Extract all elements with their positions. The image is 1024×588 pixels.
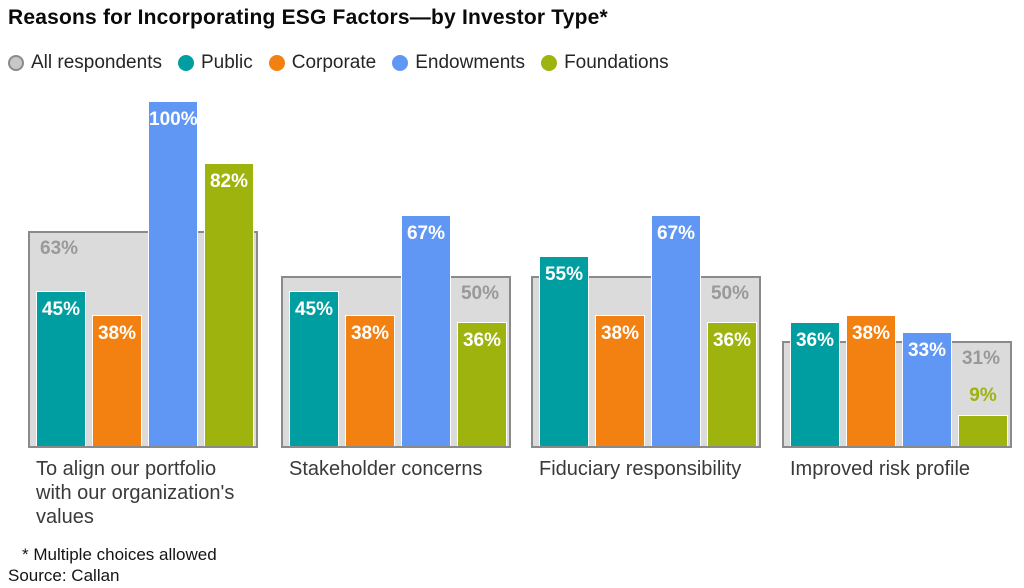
foundations-bar — [958, 414, 1008, 446]
foundations-bar: 82% — [204, 163, 254, 446]
bar-value-label: 9% — [969, 384, 997, 406]
bar-value-label: 55% — [544, 264, 584, 286]
foundations-legend-dot-icon — [541, 55, 558, 71]
endowments-bar: 67% — [651, 214, 701, 446]
bar-value-label: 100% — [149, 109, 198, 130]
legend-label-public: Public — [200, 52, 253, 73]
bar-value-label: 67% — [656, 222, 696, 244]
bar-value-label: 36% — [462, 329, 502, 351]
bar-value-label: 82% — [209, 171, 249, 193]
corporate-bar: 38% — [92, 314, 142, 446]
endowments-legend-dot-icon — [392, 55, 409, 71]
bar-value-label: 38% — [600, 322, 640, 344]
chart-title: Reasons for Incorporating ESG Factors—by… — [8, 6, 608, 29]
bar-value-label: 36% — [795, 329, 835, 351]
bar-value-label: 45% — [41, 298, 81, 320]
bar-value-label: 45% — [294, 298, 334, 320]
corporate-bar: 38% — [595, 314, 645, 446]
source: Source: Callan — [8, 566, 120, 585]
all-respondents-legend-dot-icon — [8, 55, 24, 71]
public-legend-dot-icon — [177, 55, 194, 71]
legend-label-foundations: Foundations — [564, 52, 669, 73]
all-respondents-value-label: 50% — [710, 282, 749, 304]
all-respondents-value-label: 50% — [460, 282, 499, 304]
bar-value-label: 38% — [97, 322, 137, 344]
corporate-bar: 38% — [846, 314, 896, 446]
bar-value-label: 38% — [851, 322, 891, 344]
category-label: Improved risk profile — [790, 458, 971, 480]
legend-label-corporate: Corporate — [291, 52, 377, 73]
legend-item-corporate: Corporate — [268, 52, 377, 74]
footnote: * Multiple choices allowed — [22, 545, 217, 564]
category-label: To align our portfolio with our organiza… — [36, 458, 235, 528]
foundations-bar: 36% — [707, 321, 757, 446]
endowments-bar: 33% — [902, 332, 952, 446]
public-bar: 36% — [790, 321, 840, 446]
corporate-bar: 38% — [345, 314, 395, 446]
public-bar: 55% — [539, 256, 589, 447]
public-bar: 45% — [36, 290, 86, 447]
bar-value-label: 38% — [350, 322, 390, 344]
bar-value-label: 67% — [406, 222, 446, 244]
category-label: Fiduciary responsibility — [539, 458, 742, 480]
all-respondents-value-label: 31% — [961, 348, 1000, 370]
legend-label-all-respondents: All respondents — [31, 52, 162, 73]
bar-value-label: 36% — [712, 329, 752, 351]
all-respondents-value-label: 63% — [40, 237, 79, 259]
legend-item-all-respondents: All respondents — [8, 52, 162, 74]
endowments-bar: 100% — [148, 101, 198, 446]
category-label: Stakeholder concerns — [289, 458, 483, 480]
legend-item-endowments: Endowments — [392, 52, 525, 74]
footnotes: * Multiple choices allowed Source: Calla… — [8, 544, 217, 586]
public-bar: 45% — [289, 290, 339, 447]
bar-value-label: 33% — [907, 340, 947, 362]
legend-item-foundations: Foundations — [541, 52, 669, 74]
legend-item-public: Public — [177, 52, 253, 74]
corporate-legend-dot-icon — [268, 55, 285, 71]
legend-label-endowments: Endowments — [415, 52, 526, 73]
foundations-bar: 36% — [457, 321, 507, 446]
legend: All respondents Public Corporate Endowments… — [8, 50, 669, 76]
endowments-bar: 67% — [401, 214, 451, 446]
